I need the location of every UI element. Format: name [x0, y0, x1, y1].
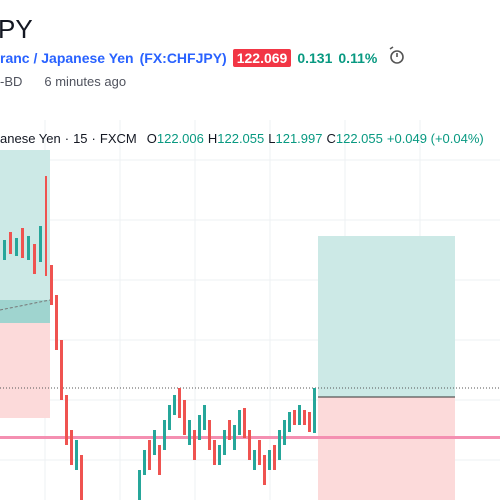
ohlc-label: C	[326, 131, 336, 146]
ohlc-item: C122.055	[326, 131, 382, 146]
exchange: -BD	[0, 74, 23, 89]
ohlc-label: L	[268, 131, 276, 146]
ohlc: O122.006 H122.055 L121.997 C122.055	[147, 131, 383, 146]
legend-source: FXCM	[99, 131, 137, 146]
ohlc-value: 122.006	[156, 131, 204, 146]
ohlc-item: H122.055	[208, 131, 264, 146]
alert-icon[interactable]	[389, 46, 404, 64]
ohlc-item: L121.997	[268, 131, 322, 146]
info-row: -BD 6 minutes ago	[0, 74, 126, 89]
legend-interval: 15	[73, 131, 88, 146]
entry-zone	[0, 300, 50, 323]
symbol-name[interactable]: ranc / Japanese Yen	[0, 50, 134, 66]
stop-zone	[318, 397, 455, 500]
chart-legend: anese Yen · 15 · FXCM O122.006 H122.055 L121…	[0, 131, 484, 146]
updated: 6 minutes ago	[44, 74, 127, 89]
ticker[interactable]: (FX:CHFJPY)	[139, 50, 227, 66]
ohlc-label: H	[207, 131, 218, 146]
price: 122.069	[232, 49, 292, 67]
ohlc-label: O	[146, 131, 157, 146]
change: 0.131	[297, 50, 333, 66]
legend-change: +0.049 (+0.04%)	[386, 131, 484, 146]
symbol: PY	[0, 14, 33, 44]
legend-name: anese Yen	[0, 131, 61, 146]
ohlc-value: 122.055	[335, 131, 383, 146]
change-pct: 0.11%	[338, 50, 378, 66]
arrow-line	[0, 299, 51, 311]
target-zone	[318, 236, 455, 397]
stop-zone	[0, 323, 50, 418]
ohlc-value: 121.997	[275, 131, 323, 146]
symbol-row: ranc / Japanese Yen (FX:CHFJPY) 122.069 …	[0, 49, 377, 67]
ohlc-item: O122.006	[147, 131, 204, 146]
candles	[3, 176, 316, 500]
target-zone	[0, 150, 50, 300]
ohlc-value: 122.055	[217, 131, 265, 146]
